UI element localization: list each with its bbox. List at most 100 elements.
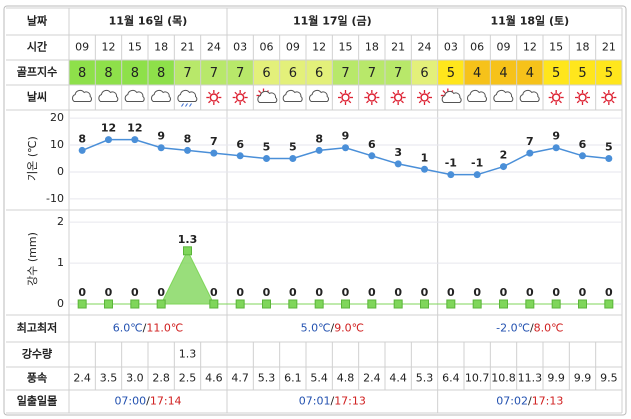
cloud-icon — [282, 89, 303, 102]
cloud-icon — [177, 89, 198, 102]
value-label: 0 — [473, 286, 481, 299]
max-temp: 8.0℃ — [534, 322, 564, 335]
ray — [611, 100, 615, 104]
cloud — [309, 89, 329, 102]
golf-cell — [69, 60, 96, 85]
sun-times: 07:02/17:13 — [496, 395, 563, 408]
time: 21 — [181, 41, 195, 54]
golf-index: 7 — [368, 66, 376, 81]
cloud — [441, 90, 462, 103]
value-label: 0 — [605, 286, 613, 299]
marker — [314, 299, 324, 309]
row-label: 풍속 — [27, 372, 47, 385]
sun-core — [341, 93, 350, 102]
time: 21 — [391, 41, 405, 54]
ray — [400, 91, 404, 95]
ray — [418, 91, 422, 95]
marker — [130, 299, 140, 309]
time: 18 — [154, 41, 168, 54]
cloud-icon — [519, 89, 540, 102]
cloud — [257, 90, 278, 103]
wind-speed: 5.3 — [416, 372, 434, 385]
wind-speed: 2.8 — [152, 372, 170, 385]
cloud — [493, 89, 514, 102]
wind-speed: 9.5 — [600, 372, 618, 385]
marker — [184, 146, 191, 154]
wind-speed: 5.4 — [310, 372, 328, 385]
y-tick-label: 1 — [57, 256, 64, 269]
row-label: 날짜 — [27, 14, 48, 28]
golf-cell — [543, 60, 570, 85]
row-label: 일출일몰 — [17, 394, 57, 408]
marker — [235, 299, 245, 309]
minmax: -2.0℃/8.0℃ — [496, 322, 563, 335]
row-label: 골프지수 — [17, 65, 57, 79]
cloud-icon — [441, 90, 462, 103]
separator: / — [528, 395, 532, 408]
golf-index: 7 — [183, 66, 191, 81]
sunrise: 07:01 — [299, 395, 331, 408]
sun-times: 07:00/17:14 — [114, 395, 181, 408]
value-label: 0 — [447, 286, 455, 299]
golf-index: 8 — [131, 66, 139, 81]
marker — [525, 299, 535, 309]
marker — [156, 299, 166, 309]
ray — [242, 100, 246, 104]
ray — [242, 91, 246, 95]
golf-index: 7 — [341, 66, 349, 81]
marker — [579, 152, 586, 160]
value-label: 0 — [289, 286, 297, 299]
ray — [558, 91, 562, 95]
min-temp: 5.0℃ — [301, 322, 331, 335]
value-label: 0 — [526, 286, 534, 299]
time: 09 — [497, 41, 511, 54]
value-label: 1.3 — [178, 233, 198, 246]
value-label: 7 — [210, 135, 218, 148]
sunrise: 07:00 — [114, 395, 146, 408]
marker — [551, 299, 561, 309]
wind-speed: 3.5 — [100, 372, 118, 385]
wind-speed: 9.9 — [547, 372, 565, 385]
value-label: 0 — [105, 286, 113, 299]
value-label: 5 — [263, 141, 271, 154]
ray — [339, 91, 343, 95]
value-label: 6 — [236, 138, 244, 151]
golf-index: 4 — [499, 66, 507, 81]
sun-icon — [548, 90, 564, 105]
wind-speed: 2.4 — [73, 372, 91, 385]
y-tick-label: -10 — [46, 192, 64, 205]
wind-speed: 5.3 — [258, 372, 276, 385]
golf-cell — [411, 60, 438, 85]
golf-index: 6 — [420, 66, 428, 81]
value-label: 12 — [127, 122, 142, 135]
min-temp: -2.0℃ — [496, 322, 530, 335]
marker — [473, 171, 481, 179]
cloud-icon — [493, 89, 514, 102]
ray — [339, 100, 343, 104]
time: 15 — [549, 41, 563, 54]
cloud — [282, 89, 303, 102]
golf-index: 4 — [526, 66, 534, 81]
golf-cell — [464, 60, 491, 85]
golf-cell — [490, 60, 517, 85]
golf-index: 4 — [473, 66, 481, 81]
value-label: 0 — [500, 286, 508, 299]
sun-core — [235, 93, 245, 102]
ray — [366, 100, 370, 104]
row-label: 강수량 — [22, 347, 52, 361]
y-tick-label: 20 — [50, 111, 64, 124]
time: 15 — [339, 41, 353, 54]
ray — [442, 90, 446, 94]
wind-speed: 11.3 — [518, 372, 543, 385]
time: 09 — [75, 41, 89, 54]
value-label: 0 — [552, 286, 560, 299]
ray — [348, 91, 352, 95]
value-label: 0 — [263, 286, 271, 299]
golf-cell — [121, 60, 148, 85]
value-label: 3 — [394, 146, 402, 159]
marker — [131, 136, 139, 144]
sunset: 17:13 — [532, 395, 564, 408]
rain-amount: 1.3 — [179, 348, 197, 361]
marker — [447, 171, 455, 179]
